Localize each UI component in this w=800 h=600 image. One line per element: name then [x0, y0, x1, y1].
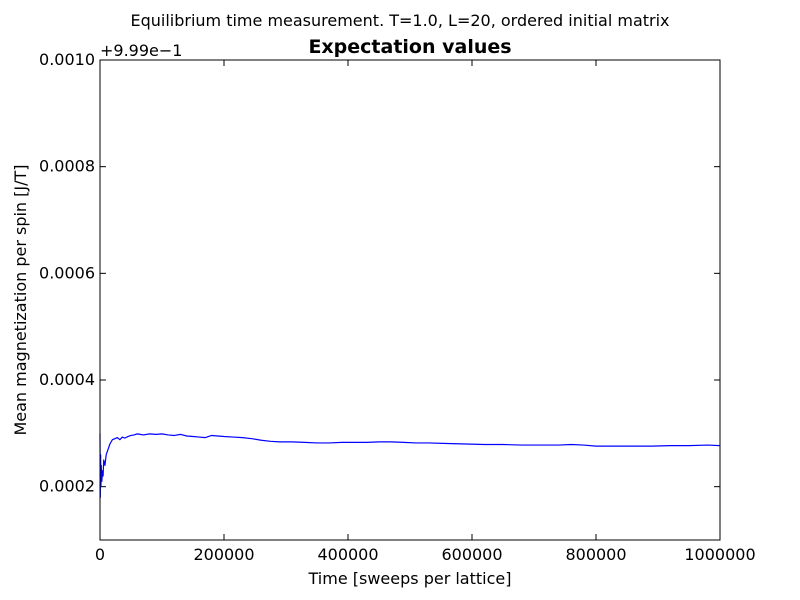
y-tick-label: 0.0004	[39, 370, 95, 389]
y-tick-label: 0.0010	[39, 50, 95, 69]
chart-title: Expectation values	[308, 36, 511, 58]
x-tick-label: 400000	[317, 545, 378, 564]
x-tick-label: 600000	[441, 545, 502, 564]
line-layer	[99, 433, 721, 498]
y-tick-label: 0.0002	[39, 477, 95, 496]
x-tick-label: 0	[95, 545, 105, 564]
ticks-layer: 0 200000 400000 600000 800000 1000000 0.0002 0.…	[39, 50, 756, 564]
x-tick-label: 1000000	[684, 545, 755, 564]
series-line	[99, 433, 721, 498]
y-axis-label: Mean magnetization per spin [J/T]	[11, 164, 30, 435]
x-tick-label: 800000	[565, 545, 626, 564]
y-tick-label: 0.0006	[39, 263, 95, 282]
chart-suptitle: Equilibrium time measurement. T=1.0, L=2…	[130, 11, 669, 30]
x-axis-label: Time [sweeps per lattice]	[308, 569, 512, 588]
x-tick-label: 200000	[193, 545, 254, 564]
plot-area	[100, 60, 720, 540]
plot-frame	[99, 59, 721, 541]
y-axis-offset-label: +9.99e−1	[100, 41, 182, 60]
y-tick-label: 0.0008	[39, 157, 95, 176]
